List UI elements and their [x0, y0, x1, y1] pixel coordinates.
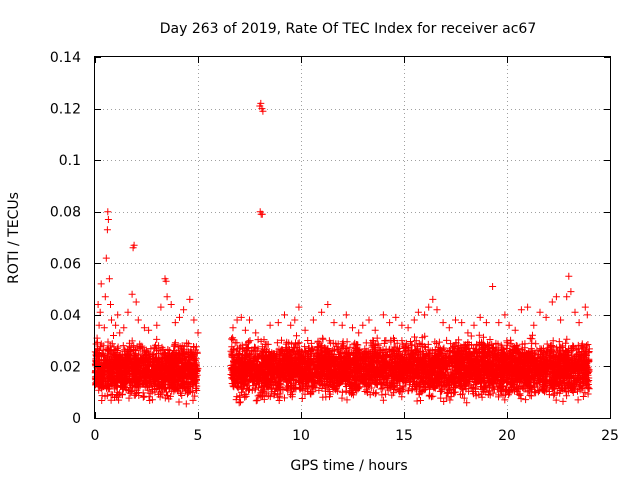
data-point: [252, 397, 260, 405]
data-point: [105, 347, 113, 355]
data-point: [128, 337, 136, 345]
data-point: [443, 336, 451, 344]
data-point: [125, 394, 133, 402]
data-point: [175, 398, 183, 406]
data-point: [293, 332, 300, 340]
data-point: [559, 397, 567, 405]
chart-title: Day 263 of 2019, Rate Of TEC Index for r…: [160, 21, 536, 37]
data-point: [145, 393, 153, 401]
data-point: [343, 396, 351, 404]
data-point: [119, 342, 127, 350]
data-point: [155, 347, 163, 355]
data-point: [235, 399, 243, 407]
data-point: [429, 392, 437, 400]
data-point: [153, 335, 161, 343]
data-point: [228, 335, 235, 343]
data-point: [431, 338, 439, 346]
data-point: [426, 391, 434, 399]
data-points: [91, 99, 593, 408]
data-point: [147, 345, 155, 353]
data-point: [182, 400, 190, 408]
data-point: [467, 332, 475, 340]
data-point: [100, 352, 108, 360]
data-point: [338, 394, 346, 402]
data-point: [405, 387, 413, 395]
data-point: [371, 390, 379, 398]
data-point: [574, 396, 582, 404]
data-point: [130, 342, 138, 350]
data-point: [189, 396, 197, 404]
data-point: [178, 392, 186, 399]
data-point: [191, 392, 199, 400]
data-point: [148, 396, 156, 404]
data-point: [236, 392, 244, 400]
data-point: [104, 338, 112, 346]
